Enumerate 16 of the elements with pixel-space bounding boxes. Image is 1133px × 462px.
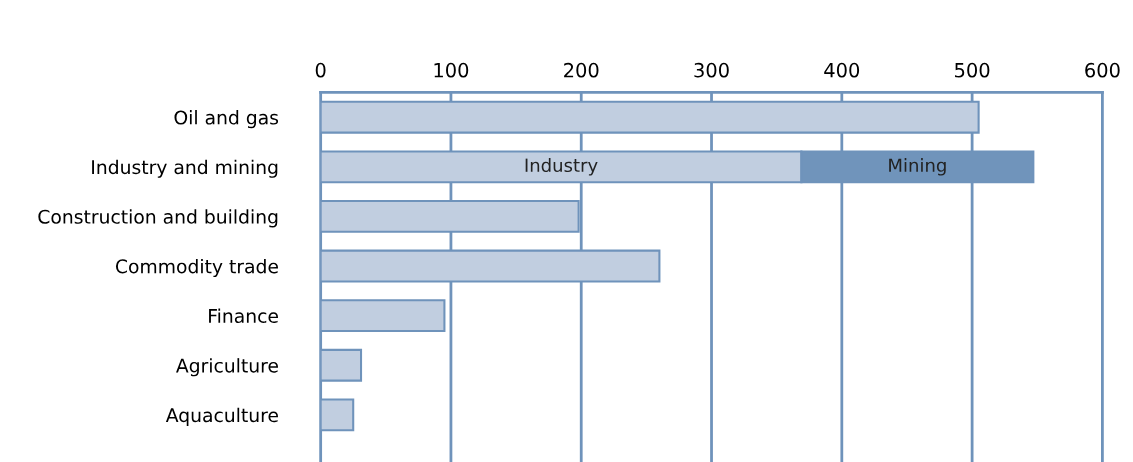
y-tick-label: Construction and building bbox=[38, 209, 278, 228]
x-tick-label: 500 bbox=[955, 62, 990, 78]
x-tick-label: 0 bbox=[315, 62, 326, 78]
x-tick-label: 300 bbox=[694, 62, 729, 78]
y-tick-label: Finance bbox=[209, 308, 278, 324]
x-tick-label: 600 bbox=[1085, 62, 1120, 78]
x-tick-label: 400 bbox=[824, 62, 860, 78]
y-tick-label: Aquaculture bbox=[165, 407, 278, 426]
y-tick-label: Oil and gas bbox=[174, 110, 279, 129]
x-tick-label: 200 bbox=[564, 62, 599, 78]
data-label: Industry bbox=[525, 158, 598, 176]
data-label: Mining bbox=[889, 158, 946, 176]
y-tick-label: Agriculture bbox=[176, 358, 278, 377]
y-tick-label: Commodity trade bbox=[115, 258, 278, 278]
x-tick-label: 100 bbox=[434, 62, 469, 78]
y-tick-label: Industry and mining bbox=[92, 159, 278, 178]
